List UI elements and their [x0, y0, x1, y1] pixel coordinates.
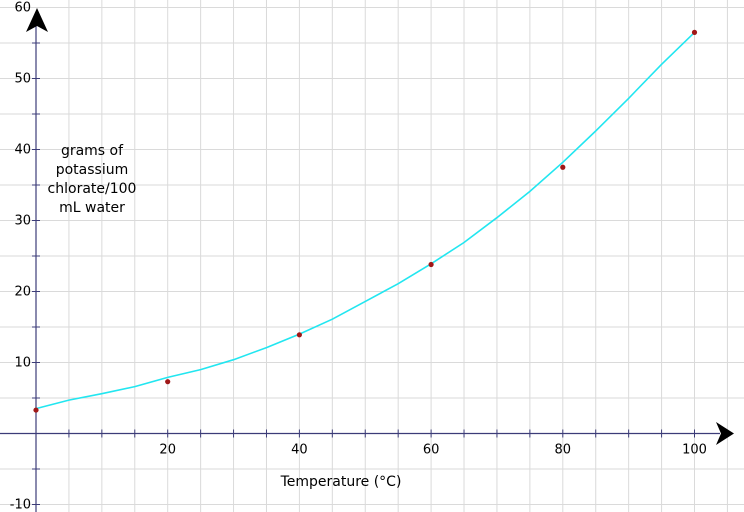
- data-point: [691, 29, 698, 35]
- x-axis-arrow: [716, 422, 734, 445]
- y-tick-label: 30: [14, 214, 31, 229]
- data-point: [33, 407, 39, 413]
- y-tick-label: 40: [14, 143, 31, 158]
- axes: [0, 8, 734, 512]
- y-tick-label: 20: [14, 285, 31, 300]
- tick-labels: 20 40 60 80 100 -10 10 20 30 40 50 60: [10, 1, 707, 512]
- x-tick-label: 100: [682, 443, 707, 458]
- data-point: [296, 332, 302, 338]
- y-axis-label-line: potassium: [56, 162, 129, 178]
- data-points: [33, 29, 698, 413]
- data-point: [165, 379, 171, 385]
- x-tick-label: 80: [555, 443, 572, 458]
- y-axis-label-line: grams of: [61, 143, 124, 159]
- y-axis-label-line: chlorate/100: [48, 181, 137, 197]
- fit-curve: [35, 31, 696, 410]
- x-tick-label: 40: [291, 443, 308, 458]
- y-tick-label: 10: [14, 356, 31, 371]
- y-axis-label-line: mL water: [59, 200, 125, 216]
- data-point: [560, 164, 566, 170]
- data-point: [428, 261, 434, 268]
- x-tick-label: 60: [423, 443, 440, 458]
- y-tick-label: 50: [14, 72, 31, 87]
- fit-curve-layer: [35, 31, 696, 410]
- y-tick-label: 60: [14, 1, 31, 16]
- y-tick-label: -10: [10, 498, 31, 512]
- y-axis-label: grams of potassium chlorate/100 mL water: [48, 143, 137, 216]
- y-axis-arrow: [26, 8, 48, 32]
- x-axis-label: Temperature (°C): [280, 474, 402, 490]
- x-tick-label: 20: [159, 443, 176, 458]
